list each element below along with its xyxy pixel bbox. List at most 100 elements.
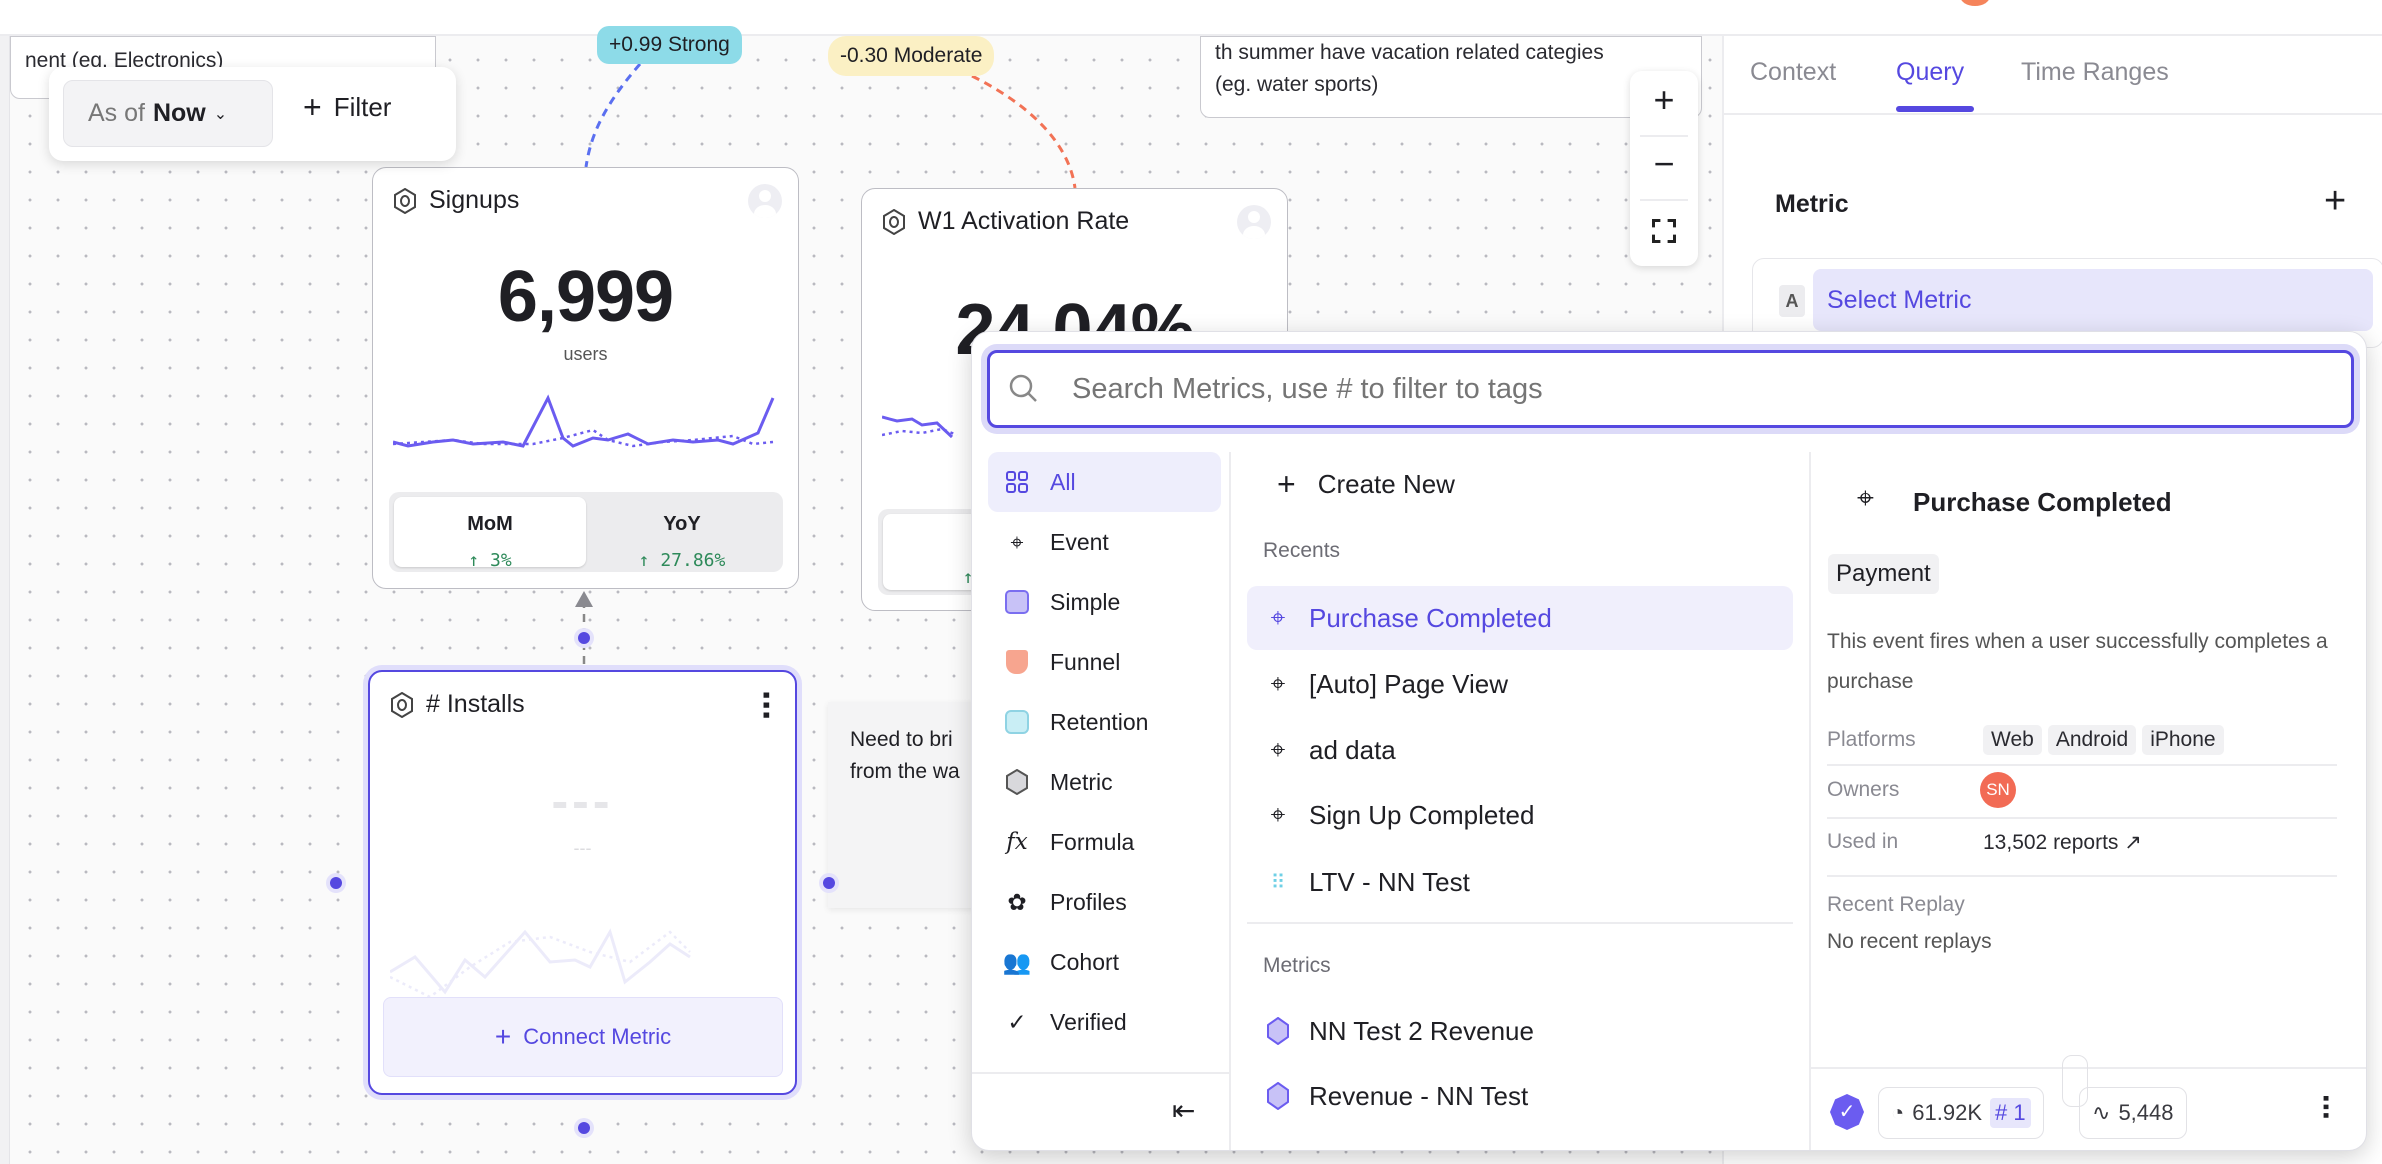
- metric-hex-icon: [1261, 1082, 1295, 1110]
- tab-time-ranges[interactable]: Time Ranges: [2021, 58, 2169, 86]
- filter-button[interactable]: + Filter: [303, 89, 391, 126]
- recent-item[interactable]: ⌖ Purchase Completed: [1247, 586, 1793, 650]
- metric-hex-icon: [394, 187, 416, 214]
- note-line: Need to bri: [850, 728, 953, 751]
- category-label: Formula: [1050, 828, 1135, 855]
- zoom-out-button[interactable]: −: [1653, 143, 1675, 184]
- tab-context[interactable]: Context: [1750, 58, 1837, 86]
- owner-avatar[interactable]: SN: [1980, 772, 2016, 808]
- tab-query[interactable]: Query: [1896, 58, 1965, 86]
- used-in-link[interactable]: 13,502 reports ↗: [1983, 831, 2142, 854]
- recent-item[interactable]: ⠿ LTV - NN Test: [1247, 850, 1793, 914]
- placeholder-sparkline: [390, 928, 691, 999]
- yoy-option[interactable]: YoY ↑ 27.86%: [638, 513, 726, 571]
- item-label: NN Test 2 Revenue: [1309, 1015, 1534, 1046]
- category-retention[interactable]: Retention: [988, 692, 1221, 752]
- connection-handle[interactable]: [578, 632, 590, 644]
- category-funnel[interactable]: Funnel: [988, 632, 1221, 692]
- activity-stat[interactable]: ∿ 5,448: [2079, 1087, 2187, 1139]
- formula-icon: fx: [1006, 829, 1028, 855]
- recent-item[interactable]: ⌖ Sign Up Completed: [1247, 783, 1793, 847]
- simple-icon: [1002, 590, 1032, 614]
- category-all[interactable]: All: [988, 452, 1221, 512]
- platforms-label: Platforms: [1827, 728, 1916, 751]
- metric-hex-icon: [883, 208, 905, 235]
- as-of-dropdown[interactable]: As of Now ⌄: [63, 80, 273, 147]
- metric-row: A Select Metric: [1752, 258, 2382, 348]
- signups-sparkline: [393, 394, 775, 448]
- category-label: All: [1050, 468, 1076, 495]
- cursor-click-icon: ⌖: [1270, 602, 1286, 632]
- more-options-icon[interactable]: ⋯: [2311, 1094, 2341, 1120]
- connection-handle[interactable]: [823, 877, 835, 889]
- search-box[interactable]: [987, 350, 2354, 428]
- connection-handle[interactable]: [330, 877, 342, 889]
- platform-tag: Web: [1983, 725, 2042, 755]
- funnel-icon: [1002, 650, 1032, 674]
- detail-tag[interactable]: Payment: [1828, 554, 1939, 594]
- connector-w1: [971, 74, 1077, 189]
- top-bar: [0, 0, 2382, 36]
- filter-label: Filter: [333, 92, 392, 122]
- cohort-icon: 👥: [1002, 948, 1032, 975]
- add-metric-button[interactable]: +: [2324, 180, 2347, 222]
- category-simple[interactable]: Simple: [988, 572, 1221, 632]
- platform-tag: Android: [2047, 725, 2137, 755]
- note-right[interactable]: th summer have vacation related categies…: [1200, 36, 1702, 118]
- note-line: from the wa: [850, 760, 960, 783]
- zoom-in-button[interactable]: +: [1653, 79, 1675, 120]
- rank-badge: # 1: [1990, 1098, 2031, 1128]
- recent-item[interactable]: ⌖ [Auto] Page View: [1247, 652, 1793, 716]
- plus-icon: +: [1277, 466, 1296, 502]
- unit-placeholder: ---: [573, 838, 592, 858]
- category-metric[interactable]: Metric: [988, 752, 1221, 812]
- category-label: Metric: [1050, 768, 1113, 795]
- category-verified[interactable]: ✓ Verified: [988, 992, 1221, 1052]
- platforms-list: Web Android iPhone: [1983, 725, 2230, 755]
- mom-option[interactable]: MoM ↑ 3%: [394, 497, 586, 571]
- metric-card-signups[interactable]: Signups 6,999 users MoM ↑ 3% YoY ↑ 27.86%: [372, 167, 799, 589]
- activity-icon: ∿: [2092, 1100, 2111, 1125]
- connect-metric-button[interactable]: + Connect Metric: [383, 997, 783, 1077]
- item-label: Purchase Completed: [1309, 602, 1552, 633]
- note-text: nent (eg. Electronics): [25, 49, 224, 72]
- correlation-badge-moderate[interactable]: -0.30 Moderate: [828, 36, 995, 76]
- used-in-label: Used in: [1827, 830, 1899, 853]
- category-event[interactable]: ⌖ Event: [988, 512, 1221, 572]
- note-bottom[interactable]: Need to bri from the wa: [828, 702, 998, 908]
- filter-bar: As of Now ⌄ + Filter: [49, 67, 456, 161]
- recent-item[interactable]: ⌖ ad data: [1247, 718, 1793, 782]
- cursor-click-icon: ⌖: [1857, 482, 1874, 515]
- zoom-controls: + −: [1630, 71, 1698, 266]
- item-label: ad data: [1309, 734, 1396, 765]
- platform-tag: iPhone: [2142, 725, 2224, 755]
- metric-item[interactable]: NN Test 2 Revenue: [1247, 999, 1793, 1063]
- as-of-value: Now: [152, 99, 206, 127]
- category-cohort[interactable]: 👥 Cohort: [988, 932, 1221, 992]
- select-metric-button[interactable]: Select Metric: [1813, 269, 2373, 331]
- create-new-button[interactable]: + Create New: [1277, 466, 1455, 503]
- connector-signups: [584, 63, 642, 168]
- left-sidebar-edge: [0, 36, 10, 1164]
- search-input[interactable]: [1072, 372, 2272, 406]
- comparison-toggle: MoM ↑ 3% YoY ↑ 27.86%: [389, 492, 783, 572]
- pie-icon: ◔: [1891, 1100, 1905, 1125]
- metric-picker-popup: All ⌖ Event Simple Funnel Retention Metri…: [971, 331, 2367, 1151]
- activity-value: 5,448: [2118, 1100, 2174, 1125]
- w1-sparkline: [882, 415, 958, 439]
- correlation-badge-strong[interactable]: +0.99 Strong: [597, 26, 742, 64]
- collapse-sidebar-icon[interactable]: ⇤: [1172, 1095, 1196, 1126]
- category-formula[interactable]: fx Formula: [988, 812, 1221, 872]
- detail-description: This event fires when a user successfull…: [1827, 630, 2328, 693]
- more-options-icon[interactable]: ⋯: [749, 690, 782, 720]
- connection-handle[interactable]: [578, 1122, 590, 1134]
- category-profiles[interactable]: ✿ Profiles: [988, 872, 1221, 932]
- metric-item[interactable]: Revenue - NN Test: [1247, 1064, 1793, 1128]
- views-stat[interactable]: ◔ 61.92K # 1: [1878, 1087, 2044, 1139]
- grid-icon: [1002, 471, 1032, 493]
- category-label: Simple: [1050, 588, 1121, 615]
- metric-card-installs[interactable]: # Installs ⋯ --- --- + Connect Metric: [368, 670, 797, 1095]
- user-avatar[interactable]: [1960, 0, 1990, 6]
- metric-hex-icon: [1002, 769, 1032, 795]
- fit-view-icon[interactable]: [1652, 219, 1676, 243]
